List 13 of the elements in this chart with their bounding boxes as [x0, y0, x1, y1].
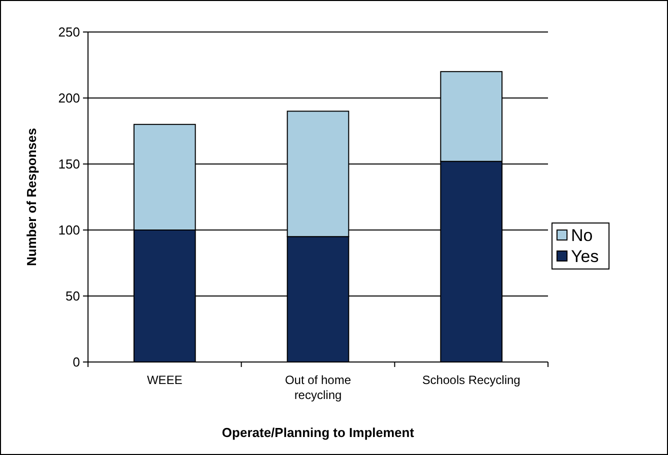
- y-tick-label: 250: [58, 24, 80, 40]
- x-tick-label: WEEE: [146, 373, 182, 387]
- y-tick-label: 150: [58, 156, 80, 172]
- legend-label: Yes: [571, 246, 599, 266]
- y-tick-label: 50: [66, 288, 80, 304]
- legend-label: No: [571, 226, 593, 245]
- x-tick-label: Schools Recycling: [422, 373, 520, 387]
- y-axis-title: Number of Responses: [24, 128, 39, 266]
- y-tick-label: 100: [58, 222, 80, 238]
- x-axis-title: Operate/Planning to Implement: [222, 425, 415, 440]
- x-tick-label: Out of home recycling: [284, 373, 352, 402]
- y-tick-label: 200: [58, 90, 80, 106]
- y-tick-label: 0: [72, 354, 80, 370]
